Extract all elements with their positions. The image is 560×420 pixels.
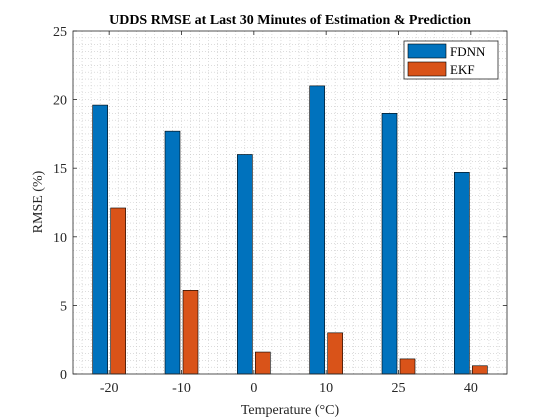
y-tick-label: 10	[53, 231, 67, 246]
bar-ekf--20	[110, 207, 126, 375]
chart-title: UDDS RMSE at Last 30 Minutes of Estimati…	[109, 13, 471, 28]
y-tick-label: 20	[53, 94, 67, 109]
x-axis-title: Temperature (°C)	[241, 403, 340, 418]
x-tick-label: -10	[172, 381, 191, 396]
y-tick-label: 0	[60, 368, 67, 383]
bar-fdnn-0	[237, 154, 253, 375]
bar-ekf-40	[472, 365, 488, 375]
x-tick-label: 10	[319, 381, 333, 396]
legend-label-fdnn: FDNN	[450, 44, 486, 59]
bars	[92, 85, 488, 375]
legend-swatch-fdnn	[407, 43, 447, 59]
y-tick-label: 15	[53, 162, 67, 177]
y-tick-label: 5	[60, 299, 67, 314]
bar-fdnn--20	[92, 104, 108, 375]
bar-fdnn-25	[381, 113, 398, 375]
legend-swatch-ekf	[407, 61, 447, 77]
y-tick-label: 25	[53, 25, 67, 40]
bar-ekf-25	[399, 358, 416, 375]
y-axis-title: RMSE (%)	[31, 170, 46, 233]
bar-ekf--10	[182, 290, 199, 375]
legend-label-ekf: EKF	[450, 62, 475, 77]
bar-fdnn-40	[454, 172, 470, 375]
bar-ekf-0	[255, 351, 271, 375]
x-tick-labels: -20 -10 0 10 25 40	[100, 381, 478, 396]
x-tick-label: 40	[464, 381, 478, 396]
x-tick-label: 25	[392, 381, 406, 396]
x-tick-label: -20	[100, 381, 119, 396]
bar-fdnn--10	[164, 130, 181, 375]
legend: FDNN EKF	[403, 40, 499, 80]
plot-frame	[72, 30, 508, 375]
bar-ekf-10	[327, 332, 343, 375]
axis-ticks	[73, 30, 507, 375]
x-tick-label: 0	[250, 381, 257, 396]
y-tick-labels: 0 5 10 15 20 25	[53, 25, 67, 383]
bar-fdnn-10	[309, 85, 325, 375]
